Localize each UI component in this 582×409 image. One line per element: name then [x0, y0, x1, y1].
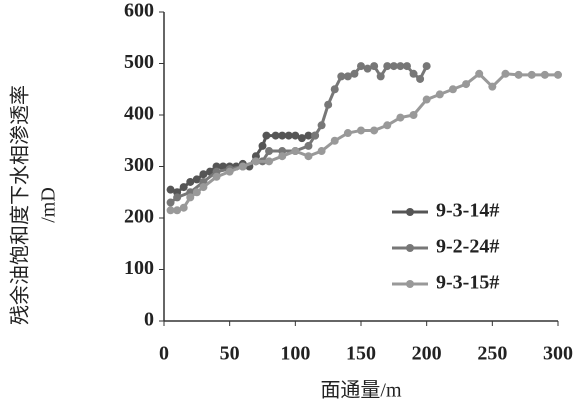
- data-point: [501, 69, 510, 78]
- data-point: [330, 85, 339, 94]
- data-point: [271, 131, 280, 140]
- data-point: [422, 95, 431, 104]
- data-point: [317, 121, 326, 130]
- data-point: [462, 80, 471, 89]
- data-point: [435, 90, 444, 99]
- data-point: [343, 72, 352, 81]
- data-point: [343, 129, 352, 138]
- data-point: [278, 152, 287, 161]
- y-tick-label: 400: [124, 103, 154, 125]
- data-point: [186, 177, 195, 186]
- data-point: [416, 74, 425, 83]
- data-point: [357, 62, 365, 71]
- data-point: [363, 64, 372, 73]
- data-point: [370, 62, 379, 71]
- data-point: [540, 70, 549, 79]
- data-point: [311, 131, 320, 140]
- y-tick-label: 500: [124, 51, 154, 73]
- data-point: [337, 72, 346, 81]
- data-point: [225, 167, 234, 176]
- legend-label: 9-2-24#: [436, 236, 499, 258]
- y-tick-label: 200: [124, 206, 154, 228]
- data-point: [396, 62, 405, 71]
- data-point: [304, 131, 313, 140]
- data-point: [304, 152, 313, 161]
- series-line: [170, 71, 558, 212]
- data-point: [389, 62, 398, 71]
- x-tick-label: 100: [280, 343, 310, 365]
- data-point: [488, 82, 497, 91]
- legend-label: 9-3-15#: [436, 272, 499, 294]
- x-axis-label: 面通量/m: [320, 379, 402, 402]
- data-point: [278, 131, 287, 140]
- data-point: [297, 134, 306, 143]
- data-point: [199, 170, 208, 179]
- data-point: [324, 100, 333, 109]
- data-point: [166, 206, 175, 215]
- data-point: [383, 121, 392, 130]
- data-point: [179, 183, 188, 192]
- y-tick-label: 600: [124, 0, 154, 22]
- data-point: [409, 69, 418, 78]
- data-point: [166, 198, 175, 207]
- data-point: [350, 69, 359, 78]
- data-point: [291, 147, 300, 156]
- data-point: [448, 85, 457, 94]
- data-point: [265, 147, 274, 156]
- data-point: [192, 175, 201, 184]
- data-point: [304, 141, 313, 150]
- x-tick-label: 0: [159, 343, 169, 365]
- legend-marker: [406, 280, 414, 288]
- legend-marker: [406, 208, 414, 216]
- x-tick-label: 300: [543, 343, 573, 365]
- data-point: [475, 69, 484, 78]
- data-point: [402, 62, 411, 71]
- data-point: [370, 126, 379, 135]
- x-tick-label: 200: [412, 343, 442, 365]
- data-point: [251, 157, 260, 166]
- data-point: [173, 193, 182, 202]
- data-point: [422, 62, 431, 71]
- data-point: [554, 70, 562, 79]
- data-point: [396, 113, 405, 122]
- data-point: [291, 131, 300, 140]
- data-point: [173, 206, 182, 215]
- legend-marker: [406, 244, 414, 252]
- data-point: [357, 126, 365, 135]
- data-point: [238, 162, 247, 171]
- y-axis-label: /mD: [38, 187, 60, 223]
- data-point: [376, 72, 385, 81]
- y-tick-label: 100: [124, 257, 154, 279]
- data-point: [265, 157, 274, 166]
- y-tick-label: 0: [144, 309, 154, 331]
- data-point: [330, 136, 339, 145]
- data-point: [212, 172, 221, 181]
- y-tick-label: 300: [124, 154, 154, 176]
- x-tick-label: 50: [220, 343, 240, 365]
- legend-label: 9-3-14#: [436, 200, 499, 222]
- data-point: [179, 203, 188, 212]
- data-point: [317, 147, 326, 156]
- data-point: [192, 188, 201, 197]
- x-tick-label: 150: [346, 343, 376, 365]
- y-axis-label: 残余油饱和度下水相渗透率: [9, 85, 32, 325]
- data-point: [527, 70, 536, 79]
- data-point: [409, 111, 418, 119]
- data-point: [199, 183, 208, 192]
- data-point: [514, 70, 523, 79]
- data-point: [186, 193, 195, 202]
- data-point: [262, 131, 271, 140]
- data-point: [166, 185, 175, 194]
- data-point: [383, 62, 392, 71]
- data-point: [284, 131, 293, 140]
- x-tick-label: 250: [477, 343, 507, 365]
- data-point: [258, 141, 267, 150]
